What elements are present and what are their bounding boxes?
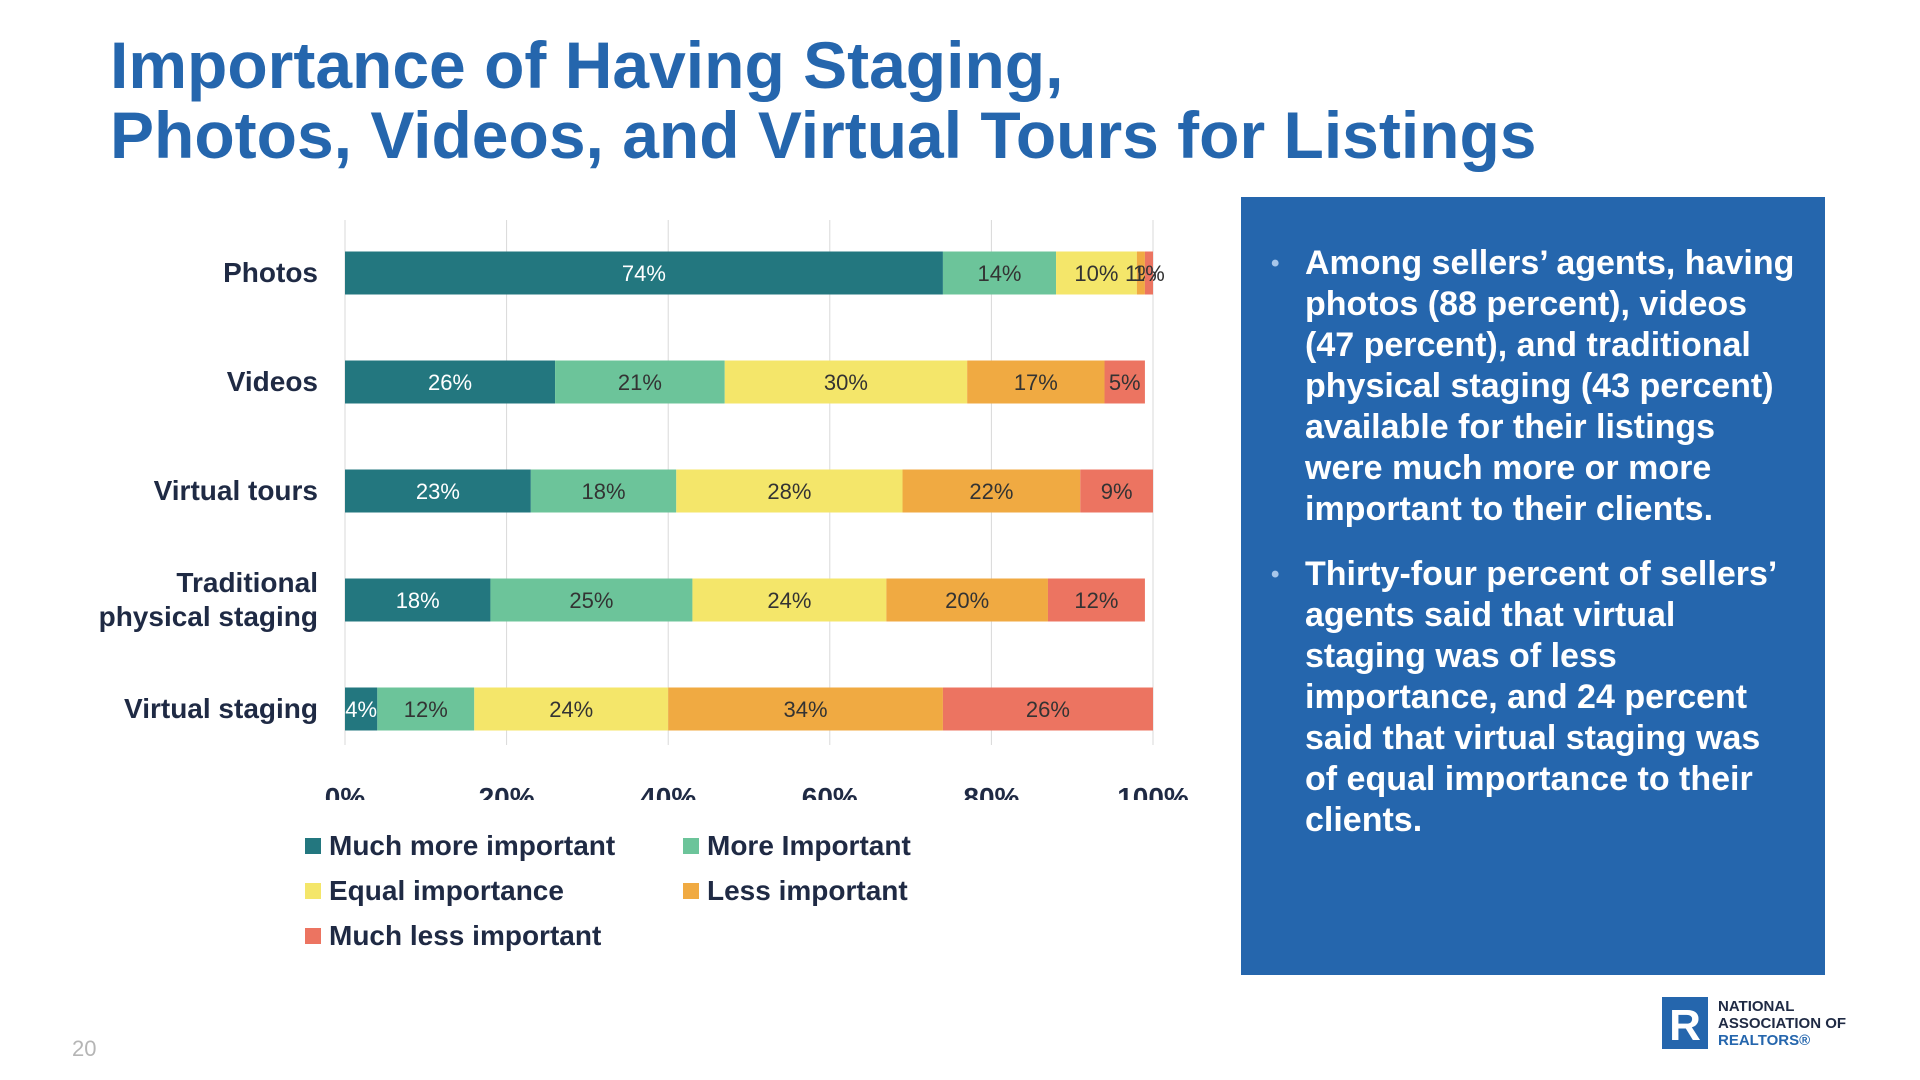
logo-line-3: REALTORS® [1718, 1031, 1811, 1049]
bar-videos-less-important [967, 360, 1105, 404]
x-tick-label: 40% [640, 782, 696, 800]
bar-photos-much-more-important [345, 251, 943, 295]
x-tick-label: 80% [963, 782, 1019, 800]
legend-item-much-less-important: Much less important [305, 920, 601, 952]
logo-line-2: ASSOCIATION OF [1718, 1014, 1847, 1032]
nar-logo: R NATIONAL ASSOCIATION OF REALTORS® [1662, 997, 1846, 1050]
bar-virtual-tours-equal-importance [676, 469, 903, 513]
data-label-virtual-staging-much-less-important: 26% [1026, 697, 1070, 722]
data-label-photos-much-less-important: 1% [1133, 261, 1165, 286]
legend-label: More Important [707, 830, 911, 861]
bar-virtual-staging-less-important [668, 687, 943, 731]
bar-videos-equal-importance [724, 360, 968, 404]
summary-bullet-text-1: Among sellers’ agents, having photos (88… [1305, 244, 1795, 528]
bar-photos-less-important [1136, 251, 1145, 295]
legend-label: Much more important [329, 830, 616, 861]
logo-wordmark: NATIONAL ASSOCIATION OF REALTORS® [1718, 998, 1846, 1049]
data-label-traditional-physical-staging-less-important: 20% [945, 588, 989, 613]
data-label-virtual-tours-more-important: 18% [582, 479, 626, 504]
data-label-videos-much-less-important: 5% [1109, 370, 1141, 395]
legend-swatch-icon [683, 838, 699, 854]
page-title-line-1: Importance of Having Staging, [110, 28, 1064, 102]
bar-traditional-physical-staging-much-less-important [1047, 578, 1145, 622]
data-label-videos-equal-importance: 30% [824, 370, 868, 395]
category-label-photos: Photos [223, 257, 318, 288]
summary-bullet-text-2: Thirty-four percent of sellers’ agents s… [1305, 555, 1776, 839]
data-label-traditional-physical-staging-more-important: 25% [569, 588, 613, 613]
legend-label: Much less important [329, 920, 602, 951]
data-label-photos-equal-importance: 10% [1074, 261, 1118, 286]
category-label-virtual-tours: Virtual tours [154, 475, 318, 506]
data-label-virtual-tours-much-less-important: 9% [1101, 479, 1133, 504]
legend-item-more-important: More Important [683, 830, 911, 862]
bar-traditional-physical-staging-much-more-important [345, 578, 491, 622]
bar-photos-much-less-important [1144, 251, 1153, 295]
bullet-dot-icon: • [1271, 250, 1280, 277]
legend-swatch-icon [305, 838, 321, 854]
page-title: Importance of Having Staging, Photos, Vi… [110, 30, 1710, 170]
bar-videos-much-less-important [1104, 360, 1145, 404]
data-label-virtual-staging-much-more-important: 4% [345, 697, 377, 722]
bar-virtual-tours-more-important [530, 469, 677, 513]
category-label-traditional-physical-staging: Traditional [176, 567, 318, 598]
category-label-virtual-staging: Virtual staging [124, 693, 318, 724]
data-label-photos-more-important: 14% [977, 261, 1021, 286]
bar-videos-more-important [555, 360, 725, 404]
legend-swatch-icon [305, 883, 321, 899]
data-label-videos-much-more-important: 26% [428, 370, 472, 395]
summary-panel: • Among sellers’ agents, having photos (… [1241, 197, 1825, 975]
legend-item-much-more-important: Much more important [305, 830, 615, 862]
page-number: 20 [72, 1036, 97, 1061]
data-label-virtual-tours-less-important: 22% [969, 479, 1013, 504]
bar-traditional-physical-staging-less-important [886, 578, 1048, 622]
data-label-virtual-staging-equal-importance: 24% [549, 697, 593, 722]
bar-virtual-tours-much-less-important [1080, 469, 1153, 513]
legend-label: Less important [707, 875, 908, 906]
bar-traditional-physical-staging-more-important [490, 578, 693, 622]
x-tick-label: 60% [802, 782, 858, 800]
bar-virtual-staging-more-important [377, 687, 475, 731]
legend-label: Equal importance [329, 875, 564, 906]
realtor-r-logo-icon: R [1662, 997, 1708, 1050]
data-label-virtual-tours-much-more-important: 23% [416, 479, 460, 504]
data-label-photos-much-more-important: 74% [622, 261, 666, 286]
data-label-traditional-physical-staging-much-less-important: 12% [1074, 588, 1118, 613]
bar-virtual-staging-much-more-important [345, 687, 378, 731]
summary-bullet-2: • Thirty-four percent of sellers’ agents… [1271, 554, 1795, 841]
summary-bullet-1: • Among sellers’ agents, having photos (… [1271, 243, 1795, 530]
data-label-videos-more-important: 21% [618, 370, 662, 395]
page-title-line-2: Photos, Videos, and Virtual Tours for Li… [110, 98, 1537, 172]
bullet-dot-icon: • [1271, 561, 1280, 588]
bar-photos-more-important [942, 251, 1057, 295]
x-tick-label: 0% [325, 782, 366, 800]
x-tick-label: 20% [479, 782, 535, 800]
bar-traditional-physical-staging-equal-importance [692, 578, 887, 622]
bar-virtual-staging-equal-importance [474, 687, 669, 731]
legend-swatch-icon [683, 883, 699, 899]
data-label-traditional-physical-staging-much-more-important: 18% [396, 588, 440, 613]
bar-videos-much-more-important [345, 360, 556, 404]
data-label-virtual-tours-equal-importance: 28% [767, 479, 811, 504]
category-label-traditional-physical-staging: physical staging [99, 601, 318, 632]
stacked-bar-chart: Photos Videos Virtual tours Traditionalphys… [99, 220, 1189, 800]
bar-virtual-staging-much-less-important [942, 687, 1153, 731]
x-tick-label: 100% [1117, 782, 1189, 800]
bar-virtual-tours-less-important [902, 469, 1081, 513]
data-label-virtual-staging-less-important: 34% [784, 697, 828, 722]
bar-photos-equal-importance [1056, 251, 1137, 295]
logo-line-1: NATIONAL [1718, 997, 1795, 1015]
legend-item-equal-importance: Equal importance [305, 875, 564, 907]
data-label-videos-less-important: 17% [1014, 370, 1058, 395]
legend-item-less-important: Less important [683, 875, 908, 907]
legend-swatch-icon [305, 928, 321, 944]
data-label-traditional-physical-staging-equal-importance: 24% [767, 588, 811, 613]
bar-virtual-tours-much-more-important [345, 469, 531, 513]
data-label-virtual-staging-more-important: 12% [404, 697, 448, 722]
category-label-videos: Videos [227, 366, 318, 397]
